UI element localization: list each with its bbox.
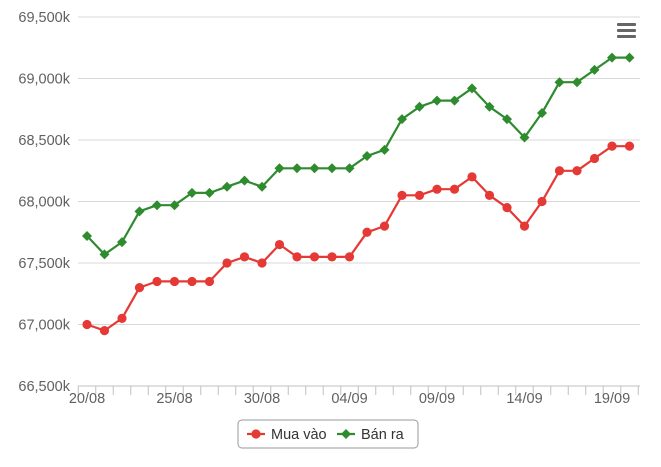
data-point [327,252,337,262]
data-point [554,166,565,176]
data-point [117,313,127,323]
data-point [414,101,425,112]
data-point [99,249,110,260]
y-tick-label: 67,000k [18,318,70,334]
data-point [607,52,617,63]
data-point [379,144,390,155]
legend-label: Mua vào [271,427,327,443]
data-point [204,187,215,198]
legend-label: Bán ra [361,427,405,443]
data-point [257,181,267,192]
series-line-1 [86,145,630,332]
data-point [344,252,355,262]
series-markers [82,52,635,336]
data-point [169,200,180,211]
data-point [99,326,110,336]
data-point [502,114,512,125]
data-point [134,283,145,293]
y-tick-label: 69,000k [18,72,70,88]
x-tick-label: 14/09 [506,391,542,407]
y-tick-label: 67,500k [18,256,70,272]
data-point [309,163,320,174]
data-point [169,276,180,287]
data-point [82,319,92,330]
data-point [187,187,197,198]
data-point [397,190,407,200]
data-point [309,252,320,262]
series-lines [86,56,630,332]
data-point [239,252,250,262]
data-point [222,181,232,192]
x-tick-label: 09/09 [419,391,455,407]
legend-item[interactable]: Bán ra [337,427,405,443]
data-point [484,101,495,112]
data-point [589,64,600,75]
data-point [239,175,250,186]
data-point [117,237,127,248]
data-point [572,166,582,176]
data-point [379,221,390,231]
data-point [502,203,512,213]
data-point [362,150,372,161]
x-tick-label: 04/09 [331,391,367,407]
data-point [449,184,460,194]
legend-box: Mua vào Bán ra [237,419,419,449]
data-point [187,276,197,287]
data-point [274,239,285,250]
x-tick-label: 25/08 [156,391,192,407]
data-point [624,141,635,151]
data-point [362,227,372,237]
legend-item[interactable]: Mua vào [247,427,327,443]
data-point [607,141,617,151]
data-point [519,221,530,231]
data-point [152,276,162,287]
data-point [257,258,267,268]
axes: 66,500k 67,000k 67,500k 68,000k 68,500k 69,00… [18,10,640,407]
legend-border [237,419,419,449]
y-tick-label: 69,500k [18,10,70,26]
data-point [292,252,302,262]
data-point [589,153,600,164]
data-point [222,258,232,268]
data-point [519,132,530,143]
data-point [344,163,355,174]
series-line-2 [86,56,630,256]
data-point [82,230,92,241]
legend-marker [341,429,351,439]
legend: Mua vào Bán ra [237,419,419,449]
data-point [204,276,215,287]
data-point [537,107,547,118]
data-point [572,77,582,88]
data-point [432,184,442,194]
hamburger-menu-icon[interactable] [612,18,640,44]
data-point [554,77,565,88]
data-point [414,190,425,200]
data-point [327,163,337,174]
data-point [537,196,547,207]
y-tick-label: 68,500k [18,133,70,149]
data-point [274,163,285,174]
data-point [292,163,302,174]
x-tick-label: 19/09 [594,391,630,407]
data-point [134,206,145,217]
data-point [432,95,442,106]
data-point [467,83,477,94]
data-point [449,95,460,106]
data-point [624,52,635,63]
x-tick-label: 20/08 [69,391,105,407]
x-tick-label: 30/08 [244,391,280,407]
data-point [397,114,407,125]
grid-lines [78,16,640,325]
y-tick-label: 68,000k [18,195,70,211]
data-point [484,190,495,200]
y-tick-label: 66,500k [18,379,70,395]
legend-marker [251,429,261,439]
data-point [467,172,477,182]
data-point [152,200,162,211]
